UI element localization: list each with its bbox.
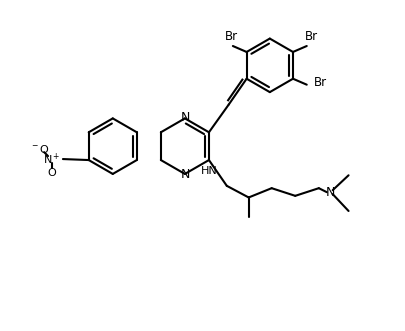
Text: Br: Br [225,29,239,43]
Text: N$^+$: N$^+$ [43,151,61,167]
Text: N: N [326,186,335,199]
Text: Br: Br [305,29,318,43]
Text: $^-$O: $^-$O [30,143,50,155]
Text: O: O [48,168,56,178]
Text: N: N [181,111,191,124]
Text: Br: Br [314,76,327,89]
Text: N: N [181,168,191,181]
Text: HN: HN [200,166,217,176]
